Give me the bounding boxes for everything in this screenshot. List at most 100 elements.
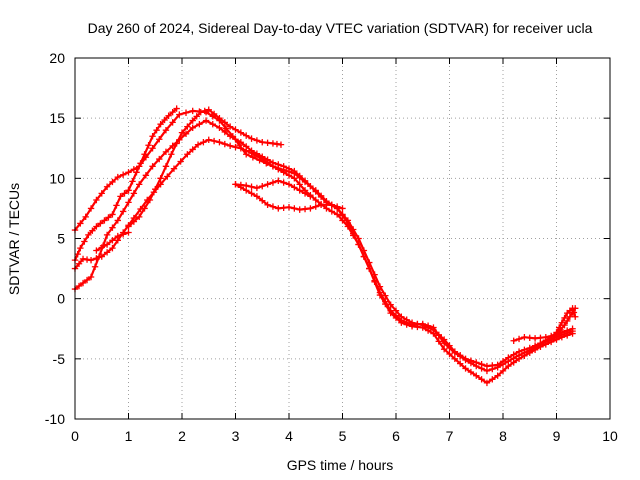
data-point-interp [156, 136, 163, 143]
data-point-interp [201, 107, 208, 115]
data-point [558, 333, 566, 341]
data-point [451, 355, 459, 363]
data-point [256, 157, 263, 164]
data-point [79, 279, 87, 287]
data-point-interp [392, 314, 400, 322]
data-point [440, 339, 448, 347]
data-point [569, 330, 576, 337]
data-point-interp [280, 204, 287, 212]
data-point-interp [169, 119, 176, 126]
data-point-interp [561, 314, 568, 322]
data-point [333, 211, 341, 218]
data-point-interp [137, 160, 144, 167]
y-tick-label: 15 [49, 110, 65, 126]
data-point-interp [323, 201, 330, 209]
data-point-interp [113, 202, 120, 209]
data-point-interp [164, 173, 171, 180]
data-point [312, 187, 319, 194]
data-point-interp [478, 376, 485, 383]
data-point-interp [142, 172, 150, 179]
data-point [301, 178, 309, 186]
data-point [101, 217, 108, 224]
data-point-interp [301, 205, 309, 213]
data-point [232, 181, 239, 188]
data-point [93, 247, 100, 254]
data-point [253, 184, 261, 192]
data-point-interp [200, 139, 207, 146]
data-point [253, 193, 261, 200]
data-point [162, 148, 170, 156]
data-point [312, 196, 319, 204]
data-point-interp [269, 179, 277, 186]
data-point [136, 181, 143, 188]
data-point-interp [275, 164, 282, 172]
data-point [125, 187, 132, 194]
data-point [494, 372, 501, 379]
data-point [189, 107, 196, 115]
data-point [440, 346, 448, 353]
data-point-interp [93, 255, 100, 262]
x-tick-label: 10 [602, 428, 618, 444]
data-point [248, 149, 255, 157]
data-point-interp [87, 205, 95, 212]
x-tick-label: 6 [392, 428, 400, 444]
chart-title: Day 260 of 2024, Sidereal Day-to-day VTE… [88, 20, 593, 36]
data-point-interp [403, 321, 410, 328]
data-point [173, 105, 180, 112]
data-point [98, 253, 105, 260]
data-point [483, 367, 491, 375]
data-point [355, 241, 362, 248]
data-point [189, 117, 196, 124]
data-point [226, 123, 234, 130]
data-point [285, 181, 293, 188]
data-point-interp [467, 368, 475, 376]
data-point-interp [489, 365, 496, 373]
data-point [103, 183, 111, 190]
data-point [114, 217, 121, 224]
data-point-interp [333, 203, 341, 210]
data-point-interp [109, 237, 116, 244]
data-point [430, 324, 437, 331]
data-point [136, 213, 143, 221]
data-point [168, 151, 175, 158]
data-point-interp [446, 350, 453, 358]
data-point [226, 142, 234, 150]
data-point-interp [184, 123, 191, 130]
data-point-interp [248, 190, 255, 197]
data-point [205, 136, 212, 144]
data-point-interp [209, 120, 216, 128]
data-point-interp [156, 155, 163, 163]
data-point-interp [291, 184, 298, 191]
data-point-interp [243, 132, 250, 139]
data-point-interp [291, 205, 298, 212]
data-point [376, 291, 384, 299]
data-point [339, 205, 346, 212]
data-point [462, 365, 469, 372]
data-point-interp [141, 205, 148, 212]
data-point [103, 231, 111, 239]
data-point [82, 213, 89, 221]
data-point [125, 199, 132, 206]
data-point-interp [196, 120, 203, 128]
data-point-interp [570, 309, 578, 316]
data-point-interp [83, 276, 91, 284]
data-point [125, 223, 132, 230]
data-point-interp [105, 214, 112, 221]
data-point [569, 305, 576, 312]
data-point-interp [237, 181, 245, 189]
data-point-interp [371, 278, 378, 286]
data-point-interp [98, 244, 105, 251]
data-point-interp [119, 171, 127, 178]
data-point [387, 301, 394, 308]
data-point-interp [317, 192, 325, 199]
data-point-interp [221, 119, 228, 126]
data-point-interp [259, 182, 266, 190]
data-point-interp [253, 137, 261, 144]
data-point [387, 309, 394, 317]
data-point [243, 151, 250, 158]
data-point-interp [249, 154, 257, 161]
data-point-interp [424, 327, 432, 334]
data-point-interp [98, 190, 105, 197]
data-point-interp [301, 190, 309, 197]
data-point-interp [269, 203, 277, 210]
